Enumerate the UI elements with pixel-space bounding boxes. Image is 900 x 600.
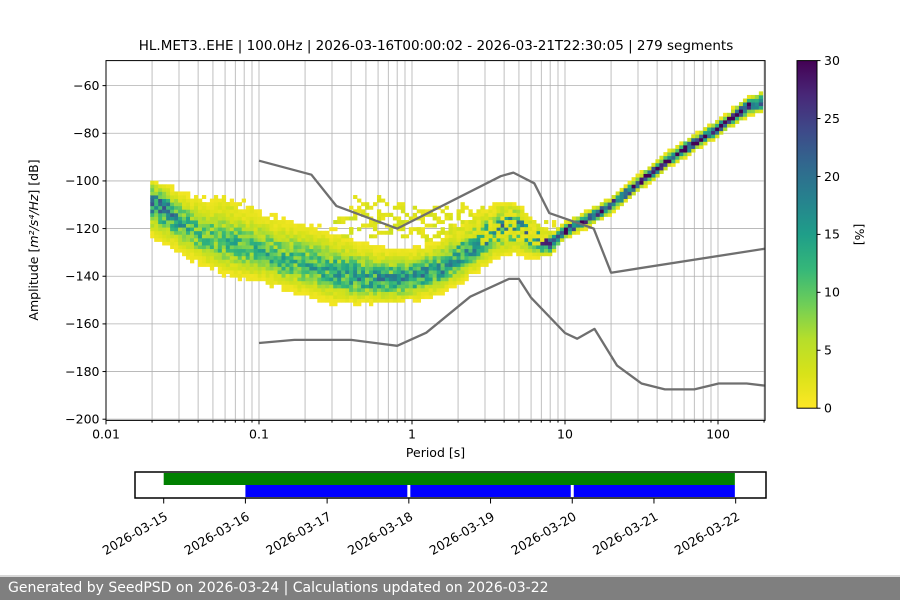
timeline-gap	[570, 485, 574, 497]
timeline-date-label: 2026-03-19	[427, 509, 497, 558]
y-tick-label: −200	[65, 412, 99, 427]
footer-status-bar: Generated by SeedPSD on 2026-03-24 | Cal…	[0, 575, 900, 600]
streak-cells	[201, 195, 557, 246]
y-tick-label: −180	[65, 364, 99, 379]
timeline-coverage: 2026-03-15 2026-03-16 2026-03-17 2026-03-18…	[100, 471, 767, 558]
x-tick-label: 0.1	[249, 427, 269, 442]
colorbar: 0 5 10 15 20 25 30 [%]	[796, 53, 867, 416]
histogram-cells	[150, 91, 764, 307]
x-tick-label: 0.01	[92, 427, 120, 442]
colorbar-label: [%]	[852, 224, 867, 246]
nhnm-line	[258, 159, 765, 274]
colorbar-tick-label: 25	[824, 111, 840, 126]
colorbar-tick-label: 0	[824, 401, 832, 416]
timeline-bar-data-availability	[163, 473, 735, 485]
y-tick-label: −120	[65, 221, 99, 236]
noise-model-lines	[258, 159, 765, 391]
x-tick-label: 1	[408, 427, 416, 442]
timeline-bar-computed-psds	[245, 485, 735, 497]
y-tick-label: −160	[65, 316, 99, 331]
colorbar-gradient	[797, 60, 817, 409]
y-tick-label: −80	[73, 126, 99, 141]
timeline-date-label: 2026-03-21	[590, 509, 660, 558]
plot-axes: −200 −180 −160 −140 −120 −100 −80 −60 0.01 0.1 1 10…	[26, 60, 766, 460]
colorbar-tick-label: 5	[824, 343, 832, 358]
y-tick-label: −100	[65, 173, 99, 188]
plot-title: HL.MET3..EHE | 100.0Hz | 2026-03-16T00:0…	[138, 38, 734, 54]
timeline-date-label: 2026-03-18	[345, 509, 415, 558]
colorbar-tick-label: 30	[824, 53, 840, 68]
timeline-gap	[407, 485, 411, 497]
x-tick-label: 10	[557, 427, 573, 442]
timeline-date-label: 2026-03-15	[100, 509, 170, 558]
timeline-date-label: 2026-03-16	[181, 509, 251, 558]
colorbar-tick-label: 15	[824, 227, 840, 242]
nlnm-line	[258, 277, 765, 391]
timeline-date-label: 2026-03-22	[672, 509, 742, 558]
y-tick-label: −60	[73, 78, 99, 93]
timeline-date-label: 2026-03-17	[263, 509, 333, 558]
y-axis-label: Amplitude [m²/s⁴/Hz] [dB]	[26, 159, 41, 320]
timeline-date-label: 2026-03-20	[508, 509, 578, 558]
x-tick-label: 100	[706, 427, 730, 442]
colorbar-tick-label: 10	[824, 285, 840, 300]
colorbar-tick-label: 20	[824, 169, 840, 184]
x-axis-label: Period [s]	[406, 445, 465, 460]
y-tick-label: −140	[65, 269, 99, 284]
